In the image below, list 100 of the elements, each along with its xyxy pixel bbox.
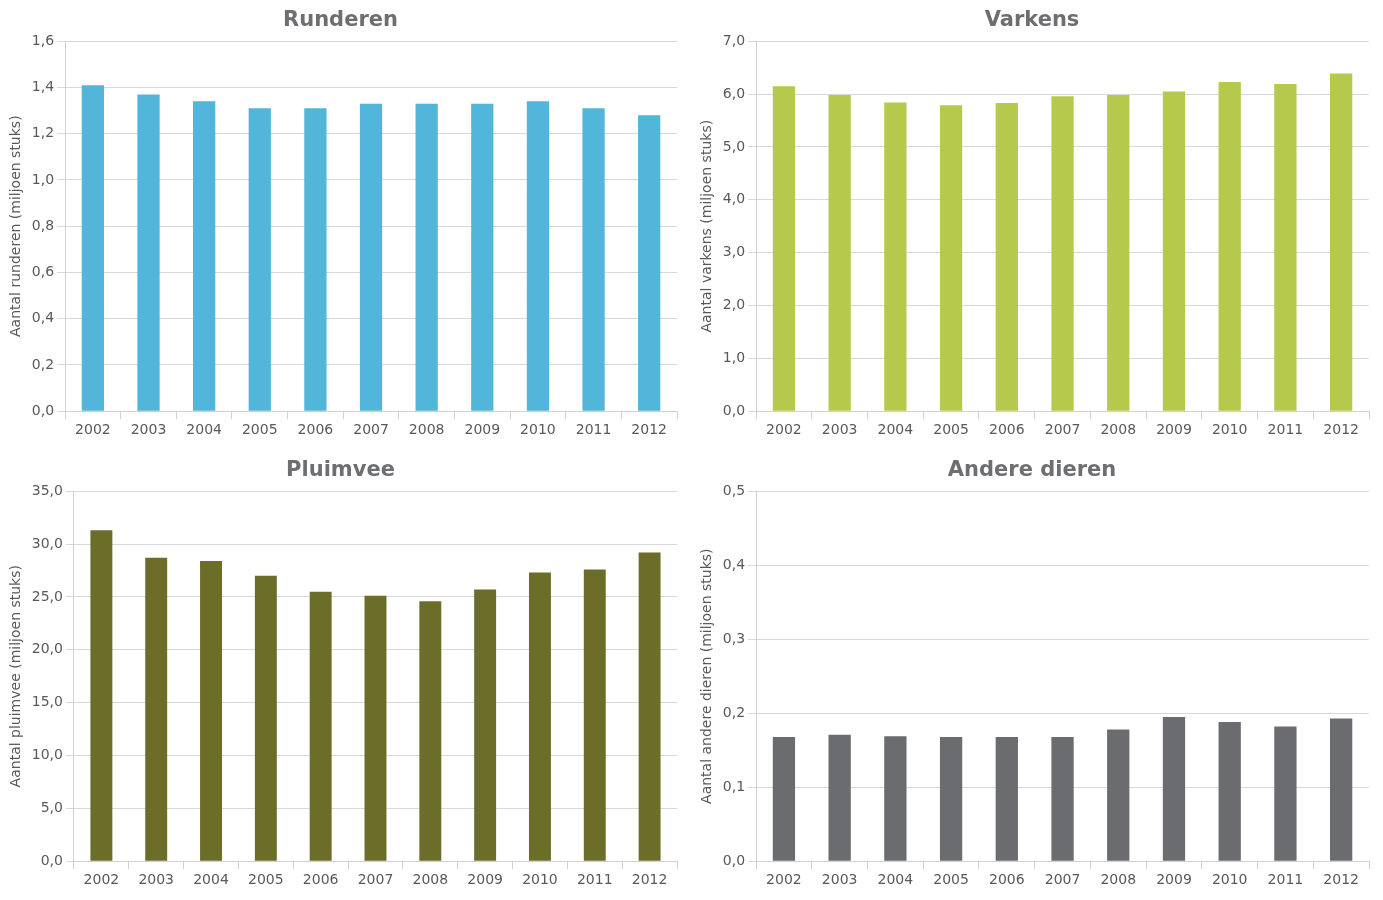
x-tick-label: 2002 (83, 871, 120, 888)
x-tick-label: 2004 (193, 871, 229, 888)
y-tick-label: 1,0 (722, 348, 746, 365)
x-tick-label: 2003 (821, 421, 858, 438)
x-tick-label: 2008 (408, 421, 445, 438)
y-tick-label: 1,2 (31, 124, 55, 141)
x-tick-label: 2012 (1323, 871, 1359, 888)
x-tick-label: 2012 (631, 871, 668, 888)
y-tick-label: 5,0 (40, 798, 63, 815)
y-tick-label: 0,0 (31, 401, 55, 418)
y-tick-label: 0,6 (31, 263, 55, 280)
x-tick-label: 2002 (766, 421, 802, 438)
y-tick-label: 0,2 (31, 355, 55, 372)
bar (528, 572, 551, 861)
x-tick-label: 2008 (1100, 871, 1137, 888)
y-tick-label: 6,0 (722, 84, 746, 101)
x-tick-label: 2004 (186, 421, 223, 438)
x-tick-label: 2002 (75, 421, 111, 438)
y-tick-label: 35,0 (31, 481, 63, 498)
bar (526, 101, 550, 411)
x-tick-label: 2005 (248, 871, 284, 888)
bar (200, 560, 222, 861)
y-tick-label: 3,0 (722, 243, 746, 260)
x-tick-label: 2011 (1267, 871, 1304, 888)
y-tick-label: 0,1 (722, 777, 746, 794)
x-tick-label: 2012 (631, 421, 668, 438)
x-tick-label: 2003 (821, 871, 858, 888)
bar (471, 103, 494, 411)
y-tick-label: 0,5 (722, 481, 746, 498)
x-tick-label: 2004 (877, 421, 914, 438)
chart-title: Varkens (984, 7, 1080, 32)
x-tick-label: 2012 (1323, 421, 1359, 438)
x-tick-label: 2010 (1211, 871, 1248, 888)
y-axis-title: Aantal andere dieren (miljoen stuks) (698, 548, 715, 804)
y-tick-label: 25,0 (31, 587, 63, 604)
y-tick-label: 0,3 (722, 629, 746, 646)
y-axis-title: Aantal runderen (miljoen stuks) (7, 115, 24, 338)
bar (248, 108, 271, 411)
bar (309, 591, 332, 861)
y-axis-title: Aantal pluimvee (miljoen stuks) (7, 565, 24, 788)
chart-title: Pluimvee (286, 457, 395, 482)
x-tick-label: 2006 (988, 421, 1025, 438)
x-tick-label: 2008 (1100, 421, 1137, 438)
bar (145, 557, 168, 861)
y-tick-label: 4,0 (722, 190, 746, 207)
y-tick-label: 0,0 (722, 401, 746, 418)
y-tick-label: 2,0 (722, 296, 746, 313)
bar (638, 552, 661, 861)
x-tick-label: 2011 (576, 871, 613, 888)
y-tick-label: 0,4 (31, 309, 55, 326)
bar (419, 601, 442, 861)
x-tick-label: 2010 (522, 871, 558, 888)
y-tick-label: 1,4 (31, 78, 55, 95)
bar (304, 108, 327, 411)
x-tick-label: 2009 (1156, 871, 1192, 888)
bar (364, 595, 387, 861)
bar (474, 589, 497, 861)
bar (137, 94, 160, 411)
y-tick-label: 10,0 (31, 746, 63, 763)
y-tick-label: 1,6 (31, 31, 55, 48)
x-tick-label: 2007 (1044, 421, 1081, 438)
bar (583, 569, 606, 861)
bar (582, 108, 605, 411)
chart-title: Andere dieren (947, 457, 1117, 482)
bar (415, 103, 438, 411)
x-tick-label: 2003 (138, 871, 175, 888)
y-tick-label: 0,4 (722, 555, 746, 572)
bar (81, 85, 105, 411)
y-tick-label: 0,2 (722, 703, 746, 720)
x-tick-label: 2002 (766, 871, 802, 888)
x-tick-label: 2010 (520, 421, 556, 438)
x-tick-label: 2007 (353, 421, 389, 438)
x-tick-label: 2011 (1267, 421, 1304, 438)
x-tick-label: 2005 (933, 421, 969, 438)
y-tick-label: 1,0 (31, 170, 55, 187)
x-tick-label: 2009 (464, 421, 501, 438)
x-tick-label: 2004 (877, 871, 914, 888)
y-tick-label: 20,0 (31, 640, 63, 657)
x-tick-label: 2007 (357, 871, 394, 888)
x-tick-label: 2003 (130, 421, 167, 438)
x-tick-label: 2009 (1156, 421, 1192, 438)
bar (359, 103, 383, 411)
chart-title: Runderen (283, 7, 398, 32)
y-tick-label: 30,0 (31, 534, 63, 551)
y-tick-label: 0,0 (722, 851, 746, 868)
y-tick-label: 15,0 (31, 693, 63, 710)
x-tick-label: 2006 (302, 871, 339, 888)
x-tick-label: 2009 (467, 871, 503, 888)
x-tick-label: 2005 (241, 421, 278, 438)
bar (90, 530, 113, 861)
x-tick-label: 2006 (297, 421, 334, 438)
x-tick-label: 2008 (412, 871, 449, 888)
x-tick-label: 2007 (1044, 871, 1081, 888)
y-tick-label: 0,0 (40, 851, 63, 868)
y-tick-label: 5,0 (722, 137, 746, 154)
bar (193, 101, 216, 411)
x-tick-label: 2010 (1211, 421, 1248, 438)
x-tick-label: 2011 (575, 421, 612, 438)
bar (254, 575, 277, 861)
y-axis-title: Aantal varkens (miljoen stuks) (698, 119, 715, 333)
